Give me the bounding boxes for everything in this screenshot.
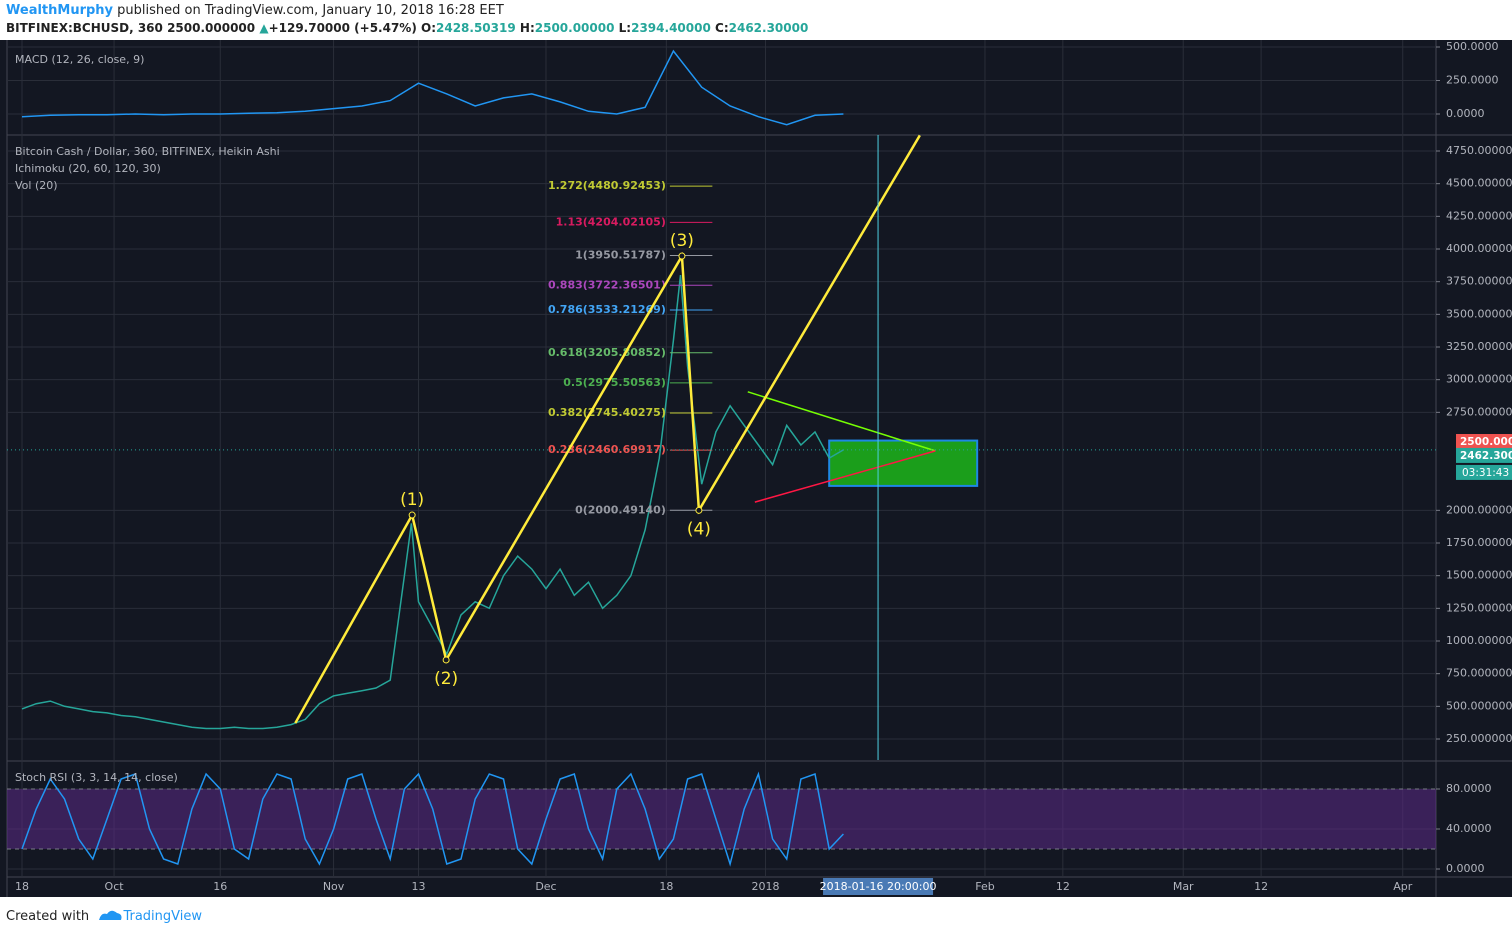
- y-tick-label: 3750.00000: [1446, 275, 1512, 288]
- x-tick-label: Mar: [1173, 880, 1194, 893]
- wave-point: [678, 252, 686, 260]
- y-tick-label: 1750.00000: [1446, 536, 1512, 549]
- x-tick-label: Nov: [323, 880, 345, 893]
- fib-label: 1(3950.51787): [575, 248, 666, 261]
- wave-point: [442, 656, 450, 664]
- pane-title: Stoch RSI (3, 3, 14, 14, close): [15, 771, 178, 784]
- price-tag: [1456, 434, 1512, 450]
- y-tick-label: 4000.00000: [1446, 242, 1512, 255]
- fib-label: 0.618(3205.80852): [548, 346, 666, 359]
- y-tick-label: 80.0000: [1446, 782, 1492, 795]
- time-marker-label: 2018-01-16 20:00:00: [820, 880, 937, 893]
- triangle-line: [747, 391, 936, 452]
- wave-line: [294, 134, 921, 724]
- fib-label: 0.786(3533.21269): [548, 303, 666, 316]
- wave-label: (3): [670, 231, 694, 251]
- x-tick-label: 13: [412, 880, 426, 893]
- y-tick-label: 750.000000: [1446, 667, 1512, 680]
- y-tick-label: 2000.00000: [1446, 503, 1512, 516]
- series-line: [21, 771, 844, 867]
- c-label: C:: [715, 21, 729, 35]
- y-tick-label: 3250.00000: [1446, 340, 1512, 353]
- arrow: ▲: [259, 21, 269, 35]
- y-tick-label: 1000.00000: [1446, 634, 1512, 647]
- x-tick-label: 2018: [751, 880, 779, 893]
- wave-label: (4): [687, 519, 711, 539]
- stoch-band: [7, 789, 1436, 849]
- fib-label: 0.236(2460.69917): [548, 443, 666, 456]
- y-tick-label: 40.0000: [1446, 822, 1492, 835]
- x-tick-label: 16: [213, 880, 227, 893]
- series-line: [21, 275, 844, 730]
- brand[interactable]: TradingView: [123, 909, 202, 924]
- series-line: [21, 49, 844, 126]
- countdown-box: [1456, 464, 1512, 480]
- x-tick-label: 18: [659, 880, 673, 893]
- pane-title: Bitcoin Cash / Dollar, 360, BITFINEX, He…: [15, 145, 280, 158]
- h-label: H:: [519, 21, 535, 35]
- target-box: [828, 439, 979, 487]
- fib-label: 1.272(4480.92453): [548, 179, 666, 192]
- y-tick-label: 2750.00000: [1446, 405, 1512, 418]
- wave-label: (2): [434, 669, 458, 689]
- quote-line: BITFINEX:BCHUSD, 360 2500.000000 ▲+129.7…: [6, 21, 808, 35]
- wave-point: [408, 511, 416, 519]
- x-tick-label: Oct: [105, 880, 125, 893]
- footer-text: Created with: [6, 909, 90, 924]
- background: [0, 40, 1512, 897]
- x-tick-label: Feb: [975, 880, 994, 893]
- x-tick-label: Dec: [535, 880, 556, 893]
- fib-label: 0.5(2975.50563): [563, 376, 666, 389]
- published: published on TradingView.com, January 10…: [117, 3, 504, 18]
- change: +129.70000 (+5.47%): [268, 21, 417, 35]
- price-tag-label: 2462.30000: [1460, 450, 1512, 462]
- wave-label: (1): [400, 490, 424, 510]
- y-tick-label: 3000.00000: [1446, 373, 1512, 386]
- price-tag: [1456, 447, 1512, 463]
- fib-label: 1.13(4204.02105): [556, 215, 666, 228]
- y-tick-label: 4250.00000: [1446, 209, 1512, 222]
- y-tick-label: 500.000000: [1446, 699, 1512, 712]
- y-tick-label: 250.000000: [1446, 732, 1512, 745]
- triangle-line: [754, 450, 936, 503]
- open: 2428.50319: [436, 21, 516, 35]
- last: 2500.000000: [167, 21, 256, 35]
- symbol: BITFINEX:BCHUSD, 360: [6, 21, 163, 35]
- fib-label: 0(2000.49140): [575, 503, 666, 516]
- x-tick-label: Apr: [1393, 880, 1413, 893]
- x-tick-label: 12: [1056, 880, 1070, 893]
- indicator-label: Vol (20): [15, 179, 58, 192]
- y-tick-label: 1250.00000: [1446, 601, 1512, 614]
- high: 2500.00000: [534, 21, 615, 35]
- publish-line: WealthMurphy published on TradingView.co…: [6, 3, 504, 18]
- y-tick-label: 0.0000: [1446, 862, 1485, 875]
- pane-title: MACD (12, 26, close, 9): [15, 53, 144, 66]
- time-marker-box: [823, 878, 934, 895]
- y-tick-label: 3500.00000: [1446, 307, 1512, 320]
- x-tick-label: 12: [1254, 880, 1268, 893]
- o-label: O:: [421, 21, 436, 35]
- close: 2462.30000: [728, 21, 809, 35]
- l-label: L:: [618, 21, 632, 35]
- x-tick-label: 18: [15, 880, 29, 893]
- price-tag-label: 2500.000000: [1460, 436, 1512, 448]
- fib-label: 0.883(3722.36501): [548, 278, 666, 291]
- y-tick-label: 1500.00000: [1446, 569, 1512, 582]
- logo-cloud: [99, 910, 122, 920]
- y-tick-label: 4750.00000: [1446, 144, 1512, 157]
- y-tick-label: 0.0000: [1446, 107, 1485, 120]
- countdown: 03:31:43: [1462, 467, 1509, 479]
- wave-point: [695, 506, 703, 514]
- y-tick-label: 500.0000: [1446, 40, 1499, 53]
- fib-label: 0.382(2745.40275): [548, 406, 666, 419]
- y-tick-label: 4500.00000: [1446, 177, 1512, 190]
- logo: [99, 910, 122, 920]
- low: 2394.40000: [631, 21, 711, 35]
- footer: Created with TradingView: [6, 906, 202, 924]
- chart: 18 Oct 16 Nov 13 Dec 18 2018 Feb 12 Mar 12 Apr 250.00…: [0, 40, 1512, 897]
- y-tick-label: 250.0000: [1446, 73, 1499, 86]
- author[interactable]: WealthMurphy: [6, 3, 114, 18]
- indicator-label: Ichimoku (20, 60, 120, 30): [15, 162, 161, 175]
